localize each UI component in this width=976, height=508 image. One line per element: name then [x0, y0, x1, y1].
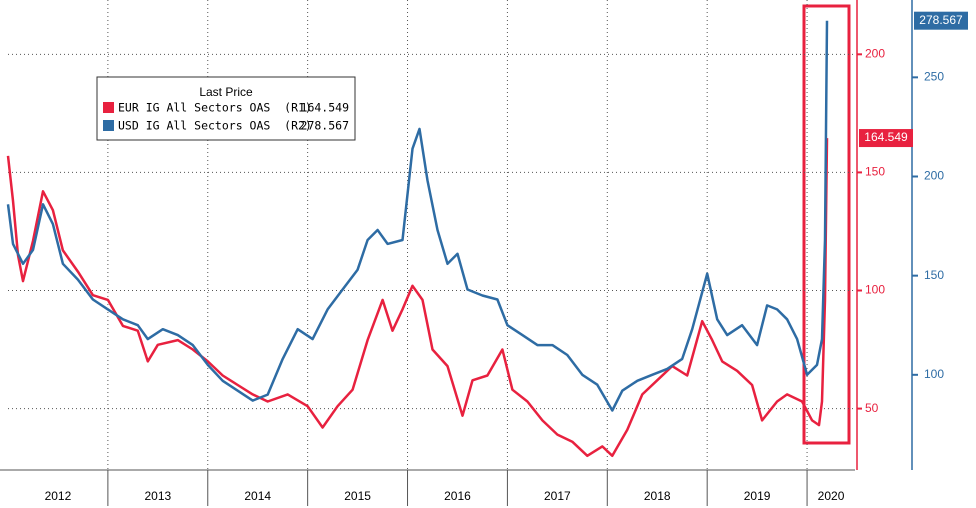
legend-title: Last Price: [199, 85, 253, 99]
legend: Last Price EUR IG All Sectors OAS (R1) 1…: [96, 76, 356, 141]
x-tick-label: 2019: [744, 489, 771, 503]
legend-label: USD IG All Sectors OAS (R2): [118, 119, 312, 133]
x-tick-label: 2015: [344, 489, 371, 503]
x-tick-label: 2017: [544, 489, 571, 503]
legend-value: 164.549: [301, 101, 350, 115]
legend-swatch: [103, 120, 114, 131]
highlight-box: [802, 4, 851, 445]
series-line: [6, 20, 829, 412]
last-value-badge: [914, 11, 968, 30]
last-value-label: 278.567: [919, 13, 963, 27]
legend-box: [96, 76, 356, 141]
last-value-label: 164.549: [864, 130, 908, 144]
x-tick-label: 2014: [244, 489, 271, 503]
y2-tick-label: 200: [924, 169, 944, 183]
y2-tick-label: 100: [924, 367, 944, 381]
series-line: [6, 138, 829, 458]
last-value-badge: [859, 129, 913, 148]
y2-tick-label: 250: [924, 70, 944, 84]
y-tick-label: 150: [865, 165, 885, 179]
legend-label: EUR IG All Sectors OAS (R1): [118, 101, 312, 115]
x-tick-label: 2012: [45, 489, 72, 503]
legend-swatch: [103, 102, 114, 113]
legend-value: 278.567: [301, 119, 350, 133]
x-tick-label: 2020: [818, 489, 845, 503]
x-tick-label: 2016: [444, 489, 471, 503]
y-tick-label: 100: [865, 283, 885, 297]
x-tick-label: 2013: [144, 489, 171, 503]
y-tick-label: 50: [865, 401, 879, 415]
x-tick-label: 2018: [644, 489, 671, 503]
y2-tick-label: 150: [924, 268, 944, 282]
y-tick-label: 200: [865, 46, 885, 60]
